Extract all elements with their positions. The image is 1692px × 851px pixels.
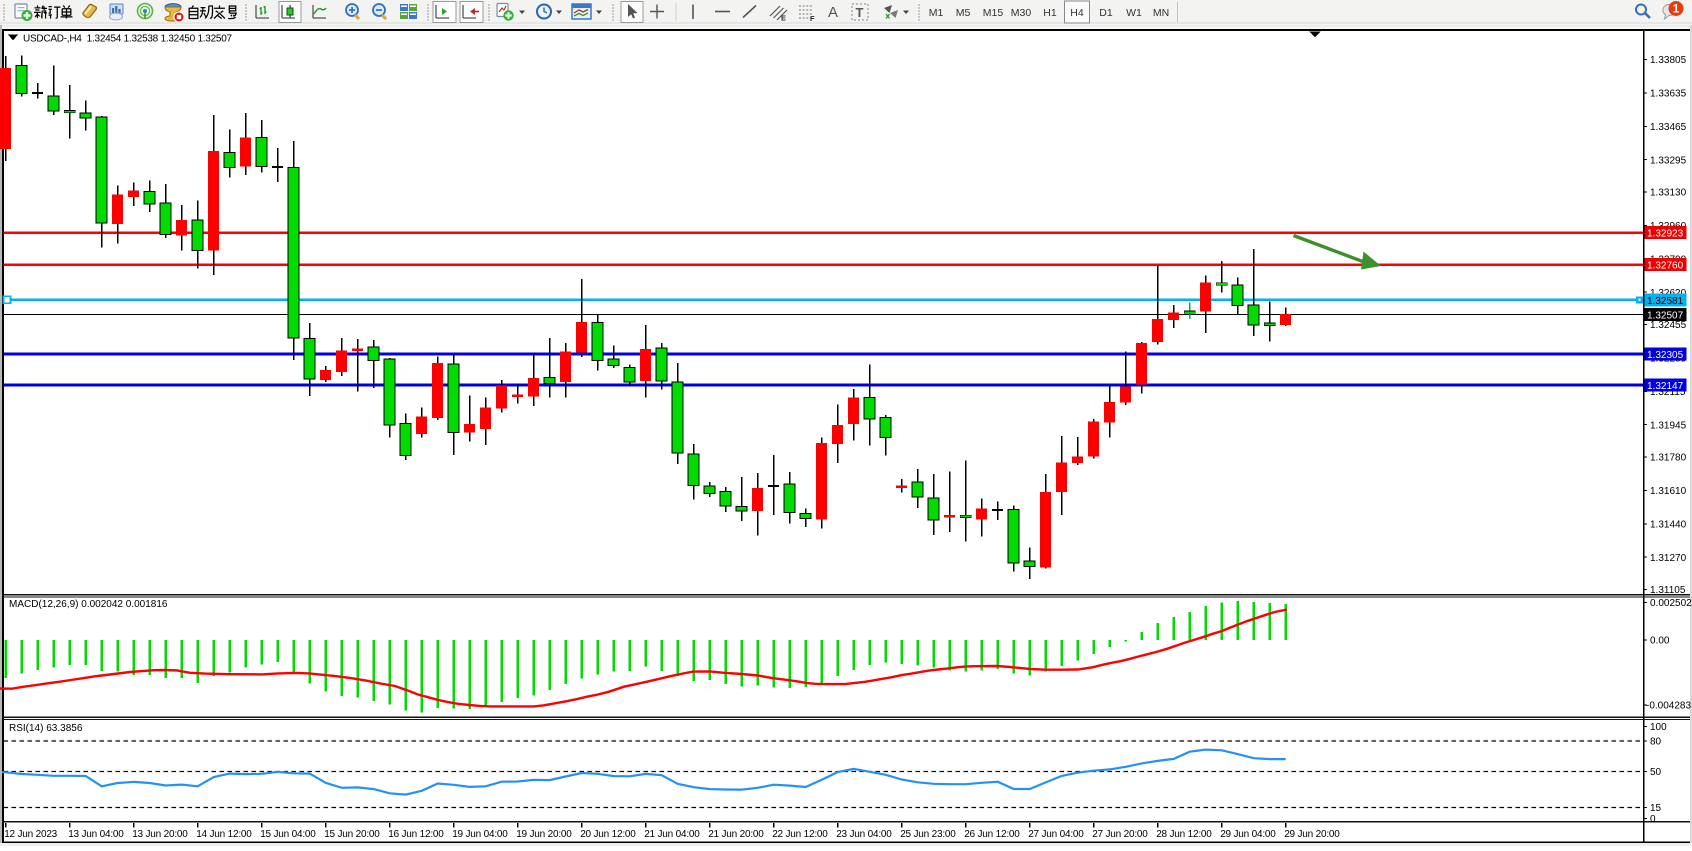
svg-text:1.33295: 1.33295	[1650, 155, 1687, 166]
svg-text:27 Jun 20:00: 27 Jun 20:00	[1092, 829, 1148, 840]
svg-text:25 Jun 23:00: 25 Jun 23:00	[900, 829, 956, 840]
svg-text:1.32581: 1.32581	[1647, 296, 1684, 307]
svg-text:27 Jun 04:00: 27 Jun 04:00	[1028, 829, 1084, 840]
svg-text:1.32760: 1.32760	[1647, 261, 1684, 272]
svg-text:23 Jun 04:00: 23 Jun 04:00	[836, 829, 892, 840]
svg-text:1.32305: 1.32305	[1647, 350, 1684, 361]
svg-text:20 Jun 12:00: 20 Jun 12:00	[580, 829, 636, 840]
svg-text:21 Jun 04:00: 21 Jun 04:00	[644, 829, 700, 840]
svg-text:21 Jun 20:00: 21 Jun 20:00	[708, 829, 764, 840]
svg-text:1.31610: 1.31610	[1650, 486, 1687, 497]
svg-text:1.31440: 1.31440	[1650, 520, 1687, 531]
svg-text:M1: M1	[929, 7, 944, 19]
svg-text:1.31945: 1.31945	[1650, 420, 1687, 431]
svg-text:22 Jun 12:00: 22 Jun 12:00	[772, 829, 828, 840]
svg-text:M15: M15	[983, 7, 1004, 19]
svg-text:1.31105: 1.31105	[1650, 585, 1686, 596]
svg-text:1.32455: 1.32455	[1650, 320, 1687, 331]
svg-text:13 Jun 20:00: 13 Jun 20:00	[132, 829, 188, 840]
svg-text:W1: W1	[1126, 7, 1142, 19]
svg-text:15 Jun 20:00: 15 Jun 20:00	[324, 829, 380, 840]
svg-text:1.32115: 1.32115	[1650, 387, 1686, 398]
svg-text:29 Jun 04:00: 29 Jun 04:00	[1220, 829, 1276, 840]
svg-text:19 Jun 20:00: 19 Jun 20:00	[516, 829, 572, 840]
svg-text:26 Jun 12:00: 26 Jun 12:00	[964, 829, 1020, 840]
svg-text:M5: M5	[956, 7, 971, 19]
svg-text:50: 50	[1650, 767, 1662, 778]
svg-text:D1: D1	[1099, 7, 1113, 19]
svg-text:29 Jun 20:00: 29 Jun 20:00	[1284, 829, 1340, 840]
svg-text:13 Jun 04:00: 13 Jun 04:00	[68, 829, 124, 840]
svg-text:12 Jun 2023: 12 Jun 2023	[4, 829, 57, 840]
svg-text:1: 1	[1673, 4, 1680, 16]
svg-text:USDCAD-,H4 1.32454 1.32538 1.: USDCAD-,H4 1.32454 1.32538 1.32450 1.325…	[23, 34, 233, 45]
svg-text:1.32507: 1.32507	[1647, 310, 1684, 321]
svg-text:MACD(12,26,9) 0.002042 0.00181: MACD(12,26,9) 0.002042 0.001816	[9, 599, 168, 610]
svg-text:F: F	[810, 14, 815, 23]
svg-text:1.33635: 1.33635	[1650, 89, 1687, 100]
svg-text:1.32147: 1.32147	[1647, 381, 1684, 392]
svg-text:1.33805: 1.33805	[1650, 55, 1687, 66]
svg-text:E: E	[781, 14, 786, 23]
svg-text:1.33465: 1.33465	[1650, 122, 1687, 133]
svg-text:0.00: 0.00	[1650, 636, 1670, 647]
svg-text:0.002502: 0.002502	[1650, 598, 1692, 609]
svg-text:100: 100	[1650, 722, 1667, 733]
svg-text:15 Jun 04:00: 15 Jun 04:00	[260, 829, 316, 840]
svg-text:T: T	[856, 5, 864, 20]
svg-text:19 Jun 04:00: 19 Jun 04:00	[452, 829, 508, 840]
svg-text:H4: H4	[1070, 7, 1084, 19]
svg-text:14 Jun 12:00: 14 Jun 12:00	[196, 829, 252, 840]
svg-text:1.31780: 1.31780	[1650, 453, 1687, 464]
svg-text:H1: H1	[1043, 7, 1057, 19]
svg-text:A: A	[828, 4, 838, 21]
svg-text:-0.004283: -0.004283	[1646, 701, 1691, 712]
svg-text:15: 15	[1650, 803, 1662, 814]
svg-text:80: 80	[1650, 737, 1662, 748]
svg-text:RSI(14) 63.3856: RSI(14) 63.3856	[9, 723, 83, 734]
svg-text:1.31270: 1.31270	[1650, 553, 1687, 564]
svg-text:16 Jun 12:00: 16 Jun 12:00	[388, 829, 444, 840]
svg-text:28 Jun 12:00: 28 Jun 12:00	[1156, 829, 1212, 840]
svg-text:M30: M30	[1011, 7, 1032, 19]
svg-text:1.33130: 1.33130	[1650, 188, 1687, 199]
svg-text:0: 0	[1650, 814, 1656, 825]
svg-text:MN: MN	[1153, 7, 1169, 19]
svg-text:1.32923: 1.32923	[1647, 229, 1684, 240]
